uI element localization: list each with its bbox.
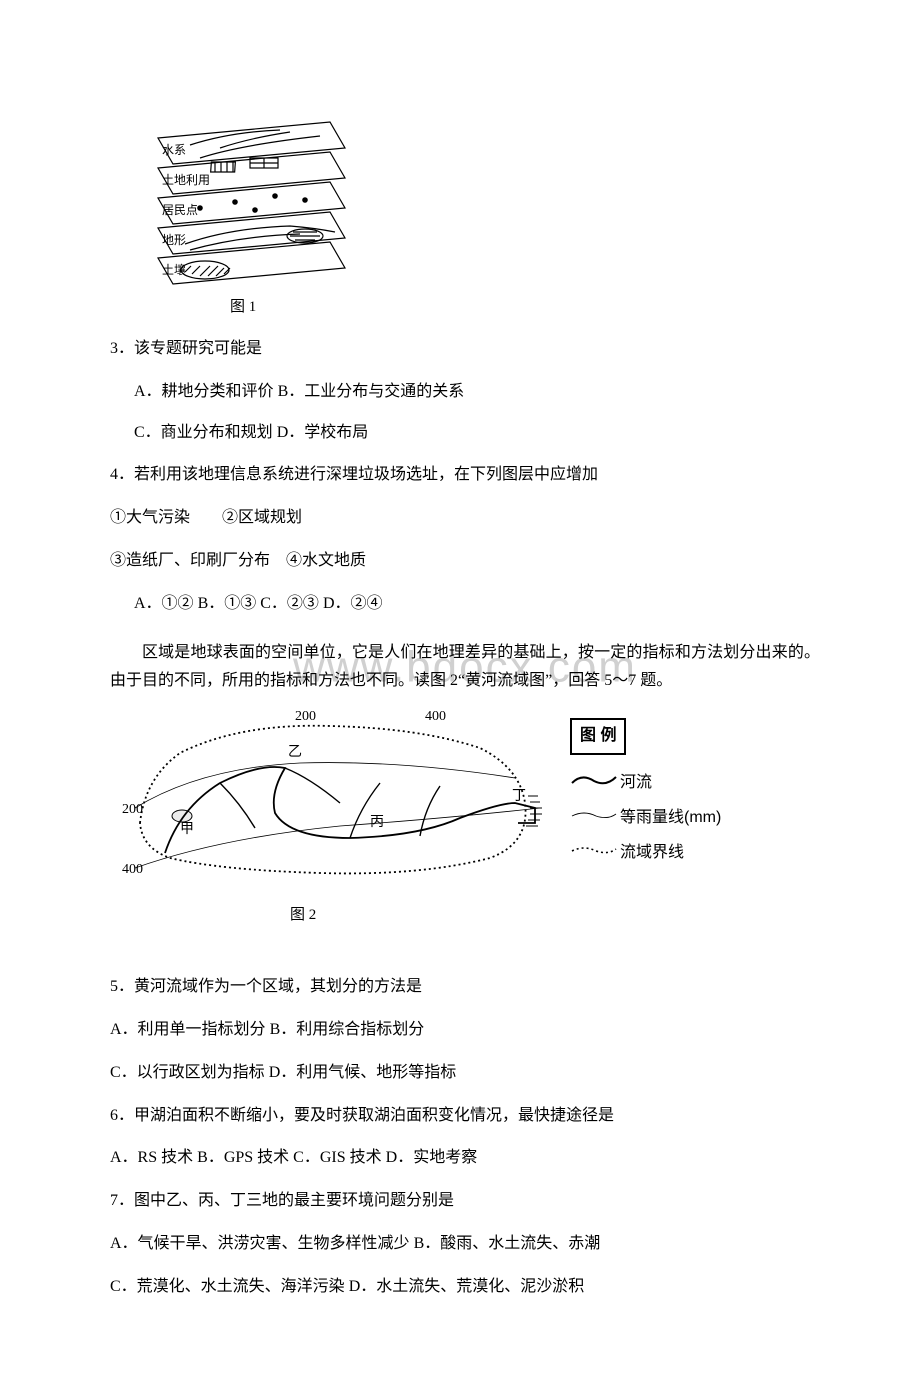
legend-label: 河流 <box>620 769 652 798</box>
q6-opt-d: D．实地考察 <box>386 1149 478 1166</box>
q6-opt-c: C．GIS 技术 <box>293 1149 381 1166</box>
question-5-stem: 5．黄河流域作为一个区域，其划分的方法是 <box>110 973 820 1002</box>
layer-label: 土壤 <box>162 262 186 277</box>
figure-1: 水系 土地利用 居民点 地形 土壤 图 1 <box>130 110 820 321</box>
q6-opt-b: B．GPS 技术 <box>197 1149 289 1166</box>
figure-2: 200 400 200 400 乙 甲 丙 丁 图 例 河流 等雨量线(mm) <box>120 708 820 929</box>
q5-opt-c: C．以行政区划为指标 <box>110 1064 265 1081</box>
question-4-item2: ③造纸厂、印刷厂分布 ④水文地质 <box>110 547 820 576</box>
question-4-item1: ①大气污染 ②区域规划 <box>110 504 820 533</box>
q4-opt-a: A．①② <box>134 595 194 612</box>
legend-label: 流域界线 <box>620 839 684 868</box>
layer-label: 地形 <box>162 233 186 247</box>
figure-1-caption: 图 1 <box>230 294 820 321</box>
q3-opt-a: A．耕地分类和评价 <box>134 383 274 400</box>
isohyet-label: 400 <box>122 862 143 877</box>
q5-opt-b: B．利用综合指标划分 <box>270 1021 425 1038</box>
question-6-stem: 6．甲湖泊面积不断缩小，要及时获取湖泊面积变化情况，最快捷途径是 <box>110 1102 820 1131</box>
region-label-yi: 乙 <box>288 744 302 760</box>
legend-row-boundary: 流域界线 <box>570 839 780 868</box>
region-label-jia: 甲 <box>180 822 194 837</box>
q5-opt-d: D．利用气候、地形等指标 <box>269 1064 457 1081</box>
q5-opt-a: A．利用单一指标划分 <box>110 1021 266 1038</box>
q4-opt-b: B．①③ <box>198 595 257 612</box>
legend-title: 图 例 <box>570 718 626 755</box>
legend-row-river: 河流 <box>570 769 780 798</box>
q7-opt-c: C．荒漠化、水土流失、海洋污染 <box>110 1278 345 1295</box>
isohyet-label: 400 <box>425 709 446 724</box>
layer-label: 水系 <box>162 143 186 157</box>
legend-label: 等雨量线(mm) <box>620 804 721 833</box>
yellow-river-map: 200 400 200 400 乙 甲 丙 丁 <box>120 708 550 893</box>
q3-opt-b: B．工业分布与交通的关系 <box>278 383 465 400</box>
region-label-bing: 丙 <box>370 815 384 830</box>
q3-opt-d: D．学校布局 <box>277 424 369 441</box>
question-3-options-cd: C．商业分布和规划 D．学校布局 <box>110 419 820 448</box>
intro-text-2: 区域是地球表面的空间单位，它是人们在地理差异的基础上，按一定的指标和方法划分出来… <box>110 639 820 697</box>
layer-label: 土地利用 <box>162 173 210 187</box>
layer-label: 居民点 <box>162 203 198 217</box>
region-label-ding: 丁 <box>512 789 526 804</box>
q7-opt-b: B．酸雨、水土流失、赤潮 <box>414 1235 601 1252</box>
question-7-options-ab: A．气候干旱、洪涝灾害、生物多样性减少 B．酸雨、水土流失、赤潮 <box>110 1230 820 1259</box>
q7-opt-d: D．水土流失、荒漠化、泥沙淤积 <box>349 1278 585 1295</box>
question-7-options-cd: C．荒漠化、水土流失、海洋污染 D．水土流失、荒漠化、泥沙淤积 <box>110 1273 820 1302</box>
question-7-stem: 7．图中乙、丙、丁三地的最主要环境问题分别是 <box>110 1187 820 1216</box>
figure-2-caption: 图 2 <box>290 902 820 929</box>
q4-opt-c: C．②③ <box>260 595 319 612</box>
question-5-options-cd: C．以行政区划为指标 D．利用气候、地形等指标 <box>110 1059 820 1088</box>
question-5-options-ab: A．利用单一指标划分 B．利用综合指标划分 <box>110 1016 820 1045</box>
question-3-stem: 3．该专题研究可能是 <box>110 335 820 364</box>
isohyet-label: 200 <box>122 802 143 817</box>
q4-opt-d: D．②④ <box>323 595 383 612</box>
question-3-options-ab: A．耕地分类和评价 B．工业分布与交通的关系 <box>110 378 820 407</box>
q6-opt-a: A．RS 技术 <box>110 1149 193 1166</box>
question-4-options: A．①② B．①③ C．②③ D．②④ <box>110 590 820 619</box>
isohyet-label: 200 <box>295 709 316 724</box>
question-4-stem: 4．若利用该地理信息系统进行深埋垃圾场选址，在下列图层中应增加 <box>110 461 820 490</box>
map-legend: 图 例 河流 等雨量线(mm) 流域界线 <box>570 718 780 873</box>
gis-layers-diagram: 水系 土地利用 居民点 地形 土壤 <box>130 110 350 290</box>
legend-row-isohyet: 等雨量线(mm) <box>570 804 780 833</box>
q3-opt-c: C．商业分布和规划 <box>134 424 273 441</box>
q7-opt-a: A．气候干旱、洪涝灾害、生物多样性减少 <box>110 1235 410 1252</box>
question-6-options: A．RS 技术 B．GPS 技术 C．GIS 技术 D．实地考察 <box>110 1144 820 1173</box>
